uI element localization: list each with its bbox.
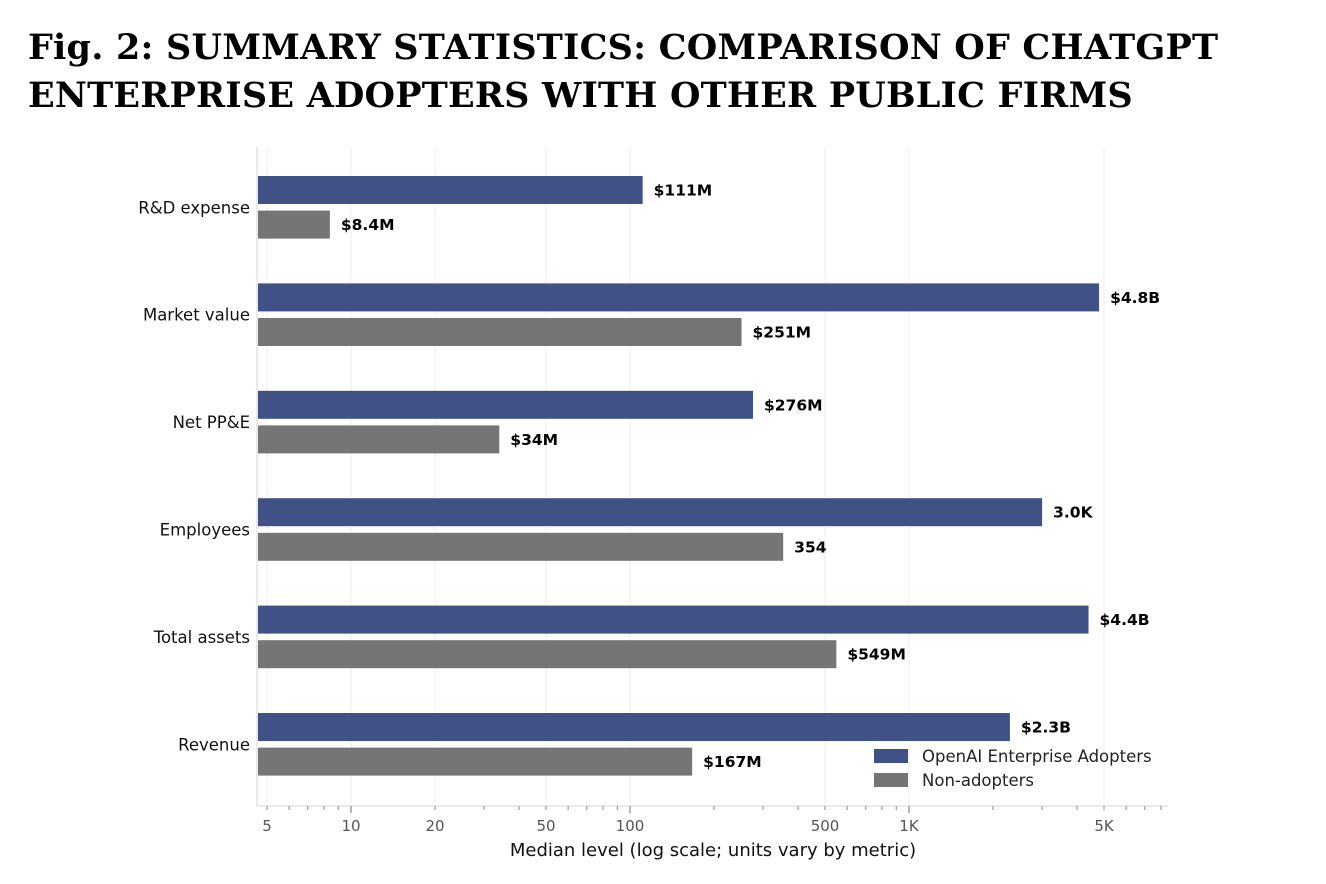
bar-adopters (258, 498, 1043, 527)
x-tick-label: 5 (262, 817, 272, 835)
data-label: $34M (510, 431, 558, 449)
x-axis-label: Median level (log scale; units vary by m… (510, 840, 916, 861)
chart-title-line-2: ENTERPRISE ADOPTERS WITH OTHER PUBLIC FI… (28, 75, 1133, 116)
data-label: 3.0K (1053, 504, 1093, 522)
x-tick-label: 20 (425, 817, 444, 835)
data-label: $251M (753, 324, 812, 342)
bar-adopters (258, 605, 1089, 634)
bar-adopters (258, 390, 754, 419)
legend-swatch-adopters (874, 749, 908, 763)
data-label: $4.4B (1100, 611, 1150, 629)
category-label: Revenue (178, 735, 250, 754)
category-labels: R&D expense Market value Net PP&E Employees… (138, 198, 250, 754)
data-label: $111M (654, 182, 713, 200)
data-label: $2.3B (1021, 719, 1071, 737)
bar-non-adopters (258, 747, 693, 776)
data-label: 354 (794, 538, 827, 556)
bar-non-adopters (258, 532, 784, 561)
bar-non-adopters (258, 640, 837, 669)
x-tick-label: 5K (1094, 817, 1115, 835)
x-tick-label: 50 (536, 817, 555, 835)
data-label: $276M (764, 396, 823, 414)
x-axis: 5 10 20 50 100 500 1K 5K (256, 147, 1168, 835)
category-label: R&D expense (138, 198, 250, 217)
gridlines (266, 147, 1105, 806)
chart-title: Fig. 2: SUMMARY STATISTICS: COMPARISON O… (28, 24, 1288, 120)
x-tick-label: 10 (341, 817, 360, 835)
legend-label-non-adopters: Non-adopters (922, 771, 1034, 790)
chart-title-line-1: Fig. 2: SUMMARY STATISTICS: COMPARISON O… (28, 27, 1219, 68)
legend-label-adopters: OpenAI Enterprise Adopters (922, 747, 1152, 766)
value-labels: $111M $8.4M $4.8B $251M $276M $34M 3.0K 354 $4.4… (341, 182, 1160, 772)
bar-adopters (258, 713, 1010, 741)
category-label: Total assets (153, 628, 250, 647)
category-label: Net PP&E (173, 413, 250, 432)
data-label: $167M (703, 753, 762, 771)
data-label: $8.4M (341, 216, 395, 234)
data-label: $549M (847, 646, 906, 664)
bar-non-adopters (258, 318, 742, 346)
bar-adopters (258, 283, 1100, 312)
bars (258, 176, 1100, 776)
category-label: Market value (143, 306, 250, 325)
data-label: $4.8B (1110, 289, 1160, 307)
bar-non-adopters (258, 425, 500, 454)
x-tick-label: 1K (899, 817, 920, 835)
legend-swatch-non-adopters (874, 773, 908, 787)
bar-non-adopters (258, 210, 330, 239)
category-label: Employees (160, 521, 250, 540)
legend: OpenAI Enterprise Adopters Non-adopters (874, 747, 1152, 790)
x-tick-label: 100 (616, 817, 645, 835)
x-tick-label: 500 (811, 817, 840, 835)
bar-adopters (258, 176, 643, 204)
